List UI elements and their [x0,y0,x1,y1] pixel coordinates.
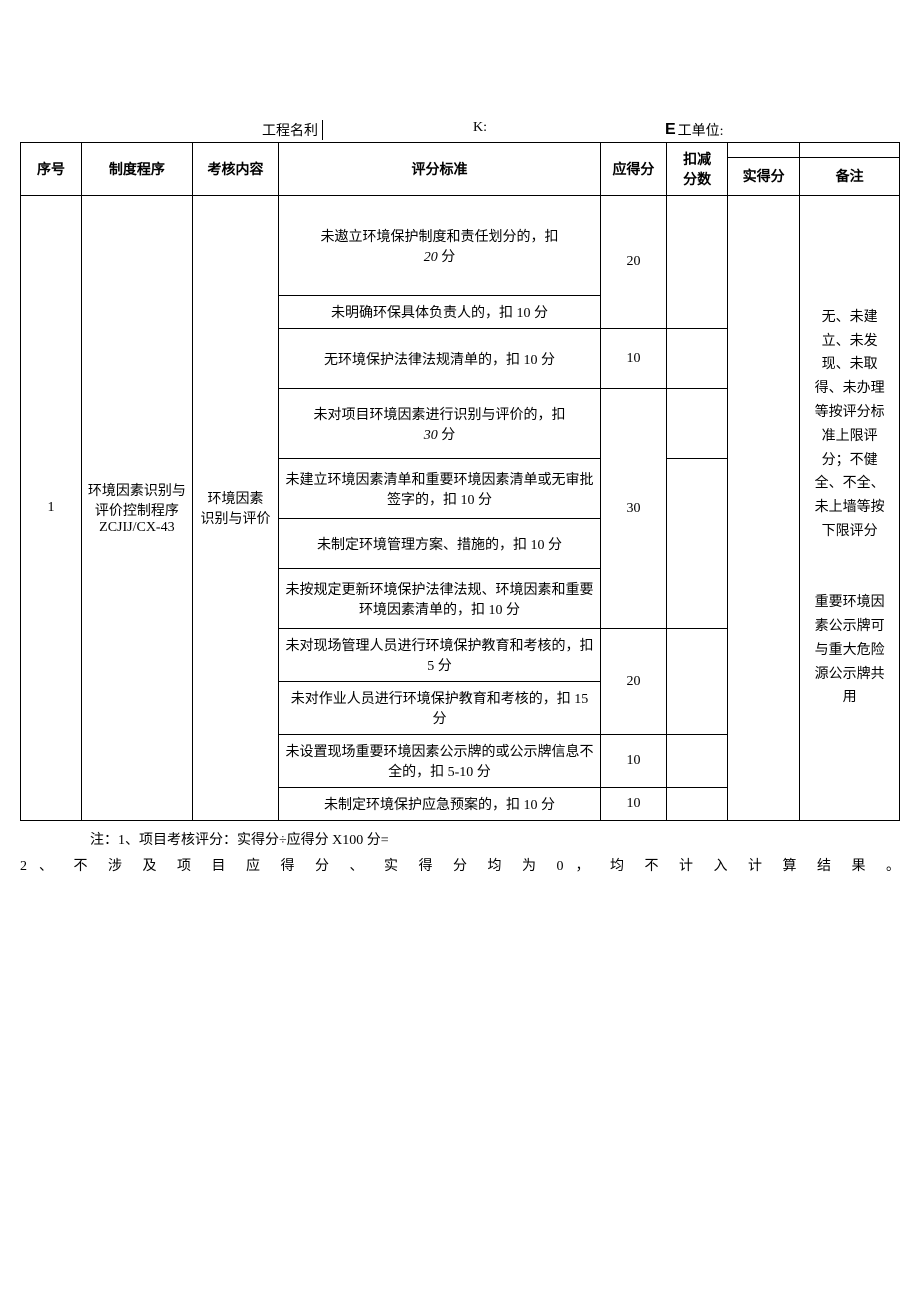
project-name-label: 工程名利 [218,120,323,140]
content-l2: 识别与评价 [201,512,271,527]
score-5: 10 [600,735,667,788]
header-row-1: 序号 制度程序 考核内容 评分标准 应得分 扣减 分数 [21,143,900,158]
deduct-line1: 扣减 [683,153,711,168]
standard-7: 未按规定更新环境保护法律法规、环境因素和重要环境因素清单的，扣 10 分 [279,569,600,629]
score-6: 10 [600,788,667,821]
score-3: 30 [600,389,667,629]
standard-10: 未设置现场重要环境因素公示牌的或公示牌信息不全的，扣 5-10 分 [279,735,600,788]
deduct-4 [667,459,728,629]
standard-3: 无环境保护法律法规清单的，扣 10 分 [279,329,600,389]
deduct-6 [667,735,728,788]
col-remark: 备注 [800,157,900,195]
standard-9: 未对作业人员进行环境保护教育和考核的，扣 15 分 [279,682,600,735]
col-seq: 序号 [21,143,82,196]
col-full-score: 应得分 [600,143,667,196]
deduct-7 [667,788,728,821]
standard-5: 未建立环境因素清单和重要环境因素清单或无审批签字的，扣 10 分 [279,459,600,519]
score-4: 20 [600,629,667,735]
data-row-1: 1 环境因素识别与 评价控制程序 ZCJIJ/CX-43 环境因素 识别与评价 … [21,196,900,296]
footer-note-1: 注：1、项目考核评分：实得分÷应得分 X100 分= [90,829,900,849]
unit-label-wrap: E 工单位: [665,120,724,140]
assessment-table: 序号 制度程序 考核内容 评分标准 应得分 扣减 分数 实得分 备注 1 环境因… [20,142,900,821]
col-actual: 实得分 [728,157,800,195]
col-remark-top [800,143,900,158]
standard-11: 未制定环境保护应急预案的，扣 10 分 [279,788,600,821]
standard-2: 未明确环保具体负责人的，扣 10 分 [279,296,600,329]
deduct-5 [667,629,728,735]
k-label: K: [473,120,513,140]
footer-note-2: 2 、 不 涉 及 项 目 应 得 分 、 实 得 分 均 为 0 ， 均 不 … [20,855,900,875]
deduct-1 [667,196,728,329]
content-l1: 环境因素 [208,492,264,507]
content-cell: 环境因素 识别与评价 [192,196,278,821]
deduct-3 [667,389,728,459]
e-char: E [665,121,676,139]
col-program: 制度程序 [81,143,192,196]
standard-1: 未遨立环境保护制度和责任划分的，扣20 分 [279,196,600,296]
prog-l3: ZCJIJ/CX-43 [99,520,174,535]
standard-6: 未制定环境管理方案、措施的，扣 10 分 [279,519,600,569]
seq-cell: 1 [21,196,82,821]
actual-1 [728,196,800,821]
score-2: 10 [600,329,667,389]
standard-4: 未对项目环境因素进行识别与评价的，扣30 分 [279,389,600,459]
col-standard: 评分标准 [279,143,600,196]
form-header: 工程名利 K: E 工单位: [20,120,900,140]
unit-label: 工单位: [678,120,724,140]
remark-cell: 无、未建立、未发现、未取得、未办理等按评分标准上限评分；不健全、不全、未上墙等按… [800,196,900,821]
col-actual-top [728,143,800,158]
deduct-2 [667,329,728,389]
prog-l1: 环境因素识别与 [88,484,186,499]
col-content: 考核内容 [192,143,278,196]
program-cell: 环境因素识别与 评价控制程序 ZCJIJ/CX-43 [81,196,192,821]
standard-8: 未对现场管理人员进行环境保护教育和考核的，扣 5 分 [279,629,600,682]
prog-l2: 评价控制程序 [95,504,179,519]
score-1: 20 [600,196,667,329]
col-deduct: 扣减 分数 [667,143,728,196]
deduct-line2: 分数 [683,173,711,188]
